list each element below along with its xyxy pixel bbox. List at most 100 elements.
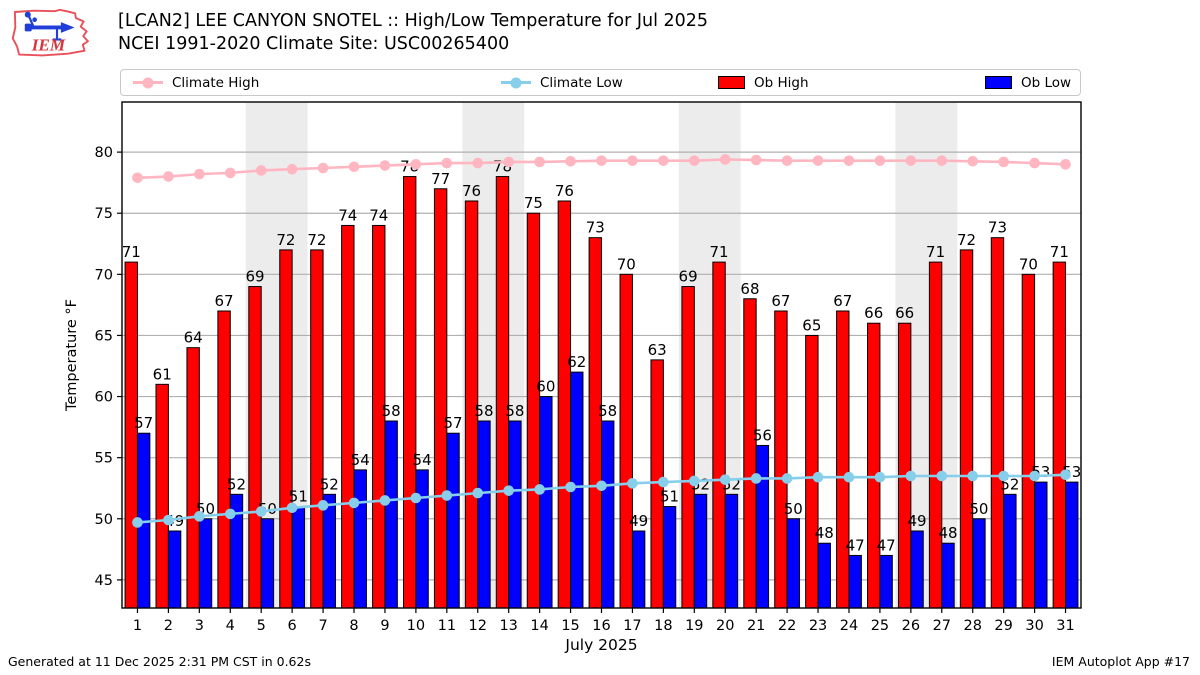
ob-high-bar — [867, 322, 881, 609]
ob-low-bar — [879, 554, 893, 609]
weekend-band — [245, 102, 308, 608]
y-tick-label: 65 — [95, 328, 113, 344]
ob-low-value-label: 52 — [722, 475, 741, 493]
ob-low-bar — [1034, 481, 1048, 609]
climate-high-marker — [1029, 157, 1040, 169]
ob-high-bar — [712, 261, 726, 609]
legend-label-climate-low: Climate Low — [540, 74, 623, 91]
climate-low-marker — [1029, 470, 1040, 482]
ob-high-bar — [681, 286, 695, 609]
x-tick-label: 12 — [469, 618, 487, 634]
climate-high-marker — [317, 162, 329, 174]
ob-high-value-label: 78 — [493, 158, 512, 176]
ob-high-bar — [372, 224, 386, 609]
chart-subtitle: NCEI 1991-2020 Climate Site: USC00265400 — [118, 34, 510, 54]
ob-high-bar — [897, 322, 912, 609]
ob-high-value-label: 76 — [462, 182, 481, 200]
climate-low-marker — [596, 480, 607, 492]
climate-low-marker — [255, 506, 267, 517]
ob-low-value-label: 48 — [815, 524, 834, 542]
generated-timestamp: Generated at 11 Dec 2025 2:31 PM CST in … — [8, 654, 311, 669]
ob-high-bar — [464, 200, 479, 609]
ob-low-value-label: 49 — [165, 512, 184, 530]
ob-low-bar — [167, 530, 182, 609]
climate-high-marker — [689, 155, 700, 166]
climate-high-marker — [348, 161, 360, 173]
legend-label-ob-high: Ob High — [754, 74, 809, 91]
x-tick-label: 26 — [902, 618, 920, 634]
ob-high-bar — [526, 212, 541, 609]
climate-high-marker — [565, 155, 576, 167]
ob-high-value-label: 67 — [833, 292, 852, 310]
y-tick-label: 60 — [95, 390, 113, 406]
ob-low-bar — [539, 396, 553, 609]
ob-high-value-label: 66 — [864, 304, 883, 322]
climate-high-marker — [874, 155, 886, 166]
x-tick-label: 27 — [933, 618, 951, 634]
ob-high-value-label: 77 — [431, 170, 450, 188]
climate-high-marker — [286, 163, 298, 175]
climate-low-marker — [348, 497, 360, 509]
climate-high-marker — [1060, 159, 1071, 170]
climate-low-marker — [658, 476, 669, 488]
ob-low-bar — [508, 420, 522, 609]
ob-low-bar — [601, 420, 615, 609]
x-tick-label: 4 — [226, 618, 235, 634]
weekend-band — [895, 102, 958, 608]
x-tick-label: 31 — [1056, 618, 1074, 634]
x-tick-label: 16 — [592, 618, 610, 634]
x-tick-label: 30 — [1025, 618, 1043, 634]
ob-low-bar — [662, 506, 677, 609]
climate-high-marker — [812, 155, 824, 166]
x-tick-label: 20 — [716, 618, 734, 634]
x-tick-label: 11 — [438, 618, 456, 634]
legend: Climate High Climate Low Ob High Ob Low — [120, 69, 1081, 96]
climate-high-marker — [132, 172, 143, 184]
ob-high-value-label: 76 — [555, 182, 574, 200]
ob-high-bar — [836, 310, 850, 609]
climate-high-marker — [163, 171, 174, 182]
x-tick-label: 3 — [195, 618, 204, 634]
y-tick-label: 45 — [95, 573, 113, 589]
ob-low-swatch — [985, 76, 1012, 89]
legend-item-climate-high: Climate High — [133, 70, 259, 95]
ob-low-bar — [817, 542, 831, 609]
chart-title: [LCAN2] LEE CANYON SNOTEL :: High/Low Te… — [118, 11, 709, 31]
ob-high-bar — [774, 310, 788, 609]
ob-low-bar — [136, 432, 151, 609]
ob-high-bar — [186, 347, 200, 609]
x-tick-label: 9 — [380, 618, 389, 634]
ob-low-bar — [724, 493, 739, 609]
legend-item-ob-high: Ob High — [718, 70, 809, 95]
ob-low-value-label: 58 — [474, 402, 493, 420]
x-tick-label: 15 — [561, 618, 579, 634]
climate-low-marker — [719, 474, 731, 485]
ob-low-value-label: 58 — [598, 402, 617, 420]
ob-high-value-label: 64 — [184, 329, 203, 347]
ob-high-bar — [990, 237, 1005, 609]
x-tick-label: 2 — [164, 618, 173, 634]
x-tick-label: 28 — [963, 618, 981, 634]
weather-vane-icon — [24, 11, 75, 41]
ob-low-value-label: 47 — [846, 536, 865, 554]
ob-low-bar — [848, 554, 862, 609]
y-tick-label: 70 — [95, 267, 113, 283]
x-tick-label: 7 — [318, 618, 327, 634]
weekend-band — [462, 102, 525, 608]
climate-high-marker — [936, 155, 948, 166]
climate-high-marker — [998, 156, 1009, 168]
climate-high-marker — [658, 155, 669, 166]
ob-low-value-label: 51 — [660, 488, 679, 506]
ob-high-value-label: 68 — [740, 280, 759, 298]
x-tick-label: 5 — [257, 618, 266, 634]
ob-low-bar — [446, 432, 460, 609]
ob-low-bar — [631, 530, 646, 609]
ob-high-swatch — [718, 76, 745, 89]
climate-high-marker — [905, 155, 917, 166]
ob-high-bar — [433, 188, 448, 609]
ob-low-value-label: 58 — [505, 402, 524, 420]
climate-low-marker — [812, 471, 824, 483]
ob-high-bar — [588, 237, 602, 609]
climate-low-marker — [132, 517, 143, 528]
